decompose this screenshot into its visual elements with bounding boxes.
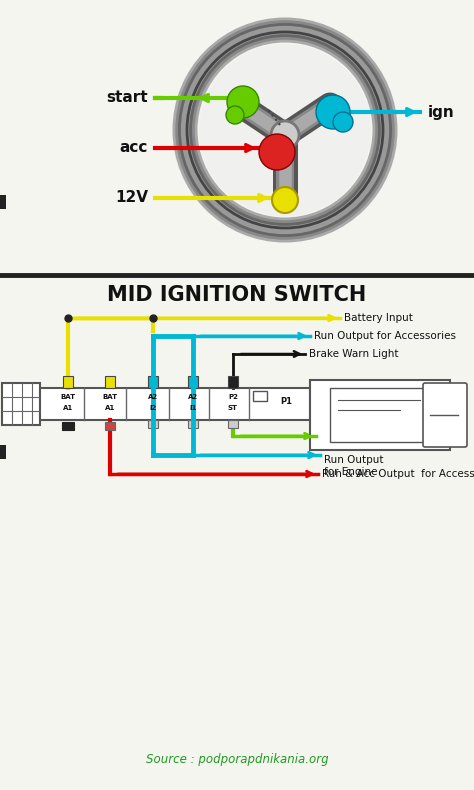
Circle shape	[259, 134, 295, 170]
Text: Brake Warn Light: Brake Warn Light	[309, 349, 399, 359]
Bar	[63, 376, 73, 388]
Text: P2: P2	[228, 394, 238, 400]
Text: BAT: BAT	[61, 394, 75, 400]
Circle shape	[271, 121, 299, 149]
Circle shape	[199, 44, 371, 216]
Text: start: start	[106, 91, 148, 106]
Text: Run Output
for Engine: Run Output for Engine	[324, 455, 383, 476]
Bar	[40, 388, 310, 420]
Bar	[62, 422, 74, 430]
Text: A2: A2	[148, 394, 158, 400]
Text: A1: A1	[105, 405, 115, 411]
Text: 12V: 12V	[115, 190, 148, 205]
Circle shape	[272, 187, 298, 213]
Text: Run & Acc Output  for Accessories: Run & Acc Output for Accessories	[322, 469, 474, 479]
Text: P1: P1	[280, 397, 292, 407]
FancyBboxPatch shape	[423, 383, 467, 447]
Text: MID IGNITION SWITCH: MID IGNITION SWITCH	[108, 285, 366, 305]
Circle shape	[316, 95, 350, 129]
Text: A1: A1	[63, 405, 73, 411]
Bar	[330, 388, 430, 442]
Circle shape	[333, 112, 353, 132]
Bar	[188, 420, 198, 428]
Bar	[228, 420, 238, 428]
Circle shape	[226, 106, 244, 124]
Text: A2: A2	[188, 394, 198, 400]
Bar	[253, 391, 267, 401]
Bar	[105, 376, 115, 388]
Text: Run Output for Accessories: Run Output for Accessories	[314, 331, 456, 341]
Bar	[310, 380, 450, 450]
Bar	[0, 445, 6, 459]
Bar	[2, 383, 40, 425]
Text: Source : podporapdnikania.org: Source : podporapdnikania.org	[146, 754, 328, 766]
Bar	[188, 376, 198, 388]
Text: I1: I1	[189, 405, 197, 411]
Bar	[0, 195, 6, 209]
Text: I2: I2	[149, 405, 156, 411]
Bar	[105, 422, 115, 430]
Bar	[148, 376, 158, 388]
Text: ST: ST	[228, 405, 238, 411]
Circle shape	[227, 86, 259, 118]
Text: ign: ign	[428, 104, 455, 119]
Text: acc: acc	[119, 141, 148, 156]
Text: Battery Input: Battery Input	[344, 313, 413, 323]
Bar	[148, 420, 158, 428]
Text: BAT: BAT	[102, 394, 118, 400]
Text: Start Output: Start Output	[320, 431, 385, 441]
Bar	[228, 376, 238, 388]
